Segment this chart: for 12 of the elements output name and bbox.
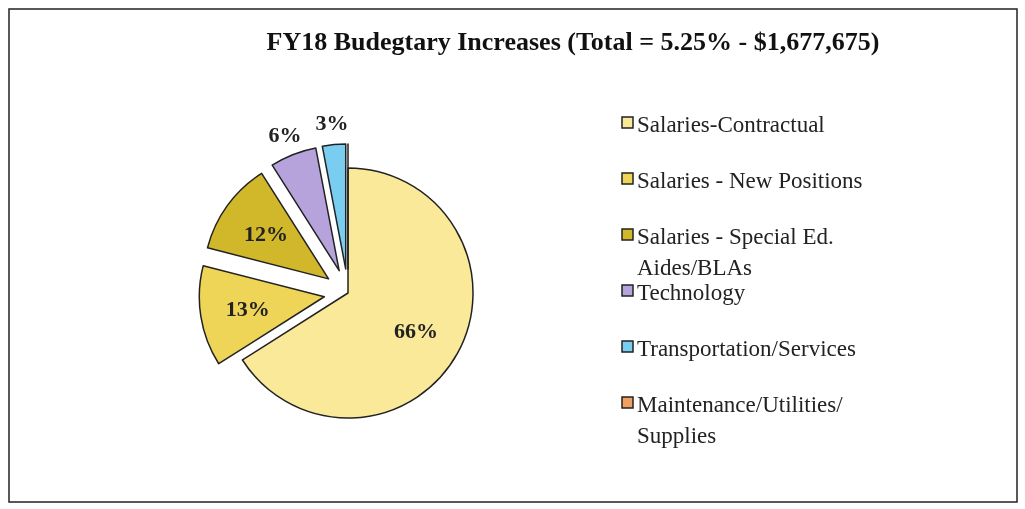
data-label: 66% [393,317,438,343]
legend-label: Maintenance/Utilities/ Supplies [637,391,844,448]
legend-label: Salaries - New Positions [637,167,863,193]
data-label: 12% [243,220,288,246]
legend-label: Technology [637,279,746,305]
data-label: 13% [225,296,270,322]
legend-label: Salaries - Special Ed. Aides/BLAs [637,223,834,280]
legend-label: Salaries-Contractual [637,111,825,137]
data-label: 6% [268,121,302,147]
data-label: 3% [315,110,349,136]
chart-title: FY18 Budegtary Increases (Total = 5.25% - $1,677,675) [266,27,880,56]
legend-label: Transportation/Services [637,335,856,361]
